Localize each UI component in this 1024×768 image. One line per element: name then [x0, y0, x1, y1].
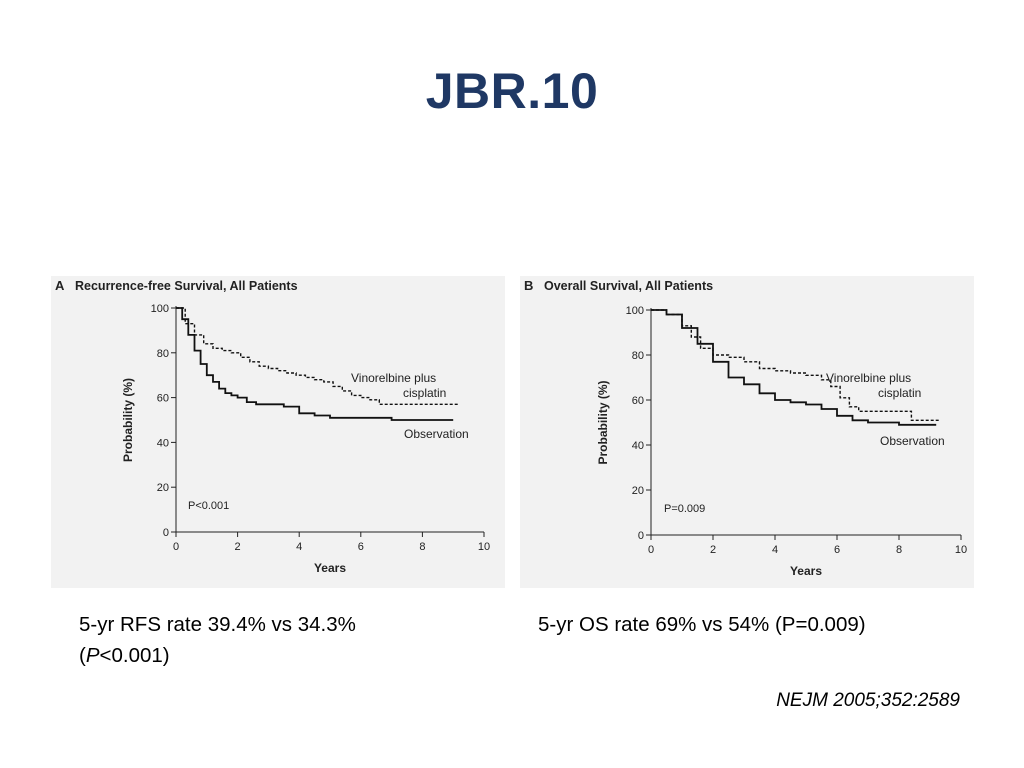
- chart-panel-a: A Recurrence-free Survival, All Patients 0…: [51, 276, 505, 588]
- x-tick-label: 2: [235, 541, 241, 553]
- x-tick-label: 0: [648, 544, 654, 556]
- x-tick-label: 10: [955, 544, 967, 556]
- chart-panel-b: B Overall Survival, All Patients 0 20 40 60 80…: [520, 276, 974, 588]
- y-tick-label: 60: [632, 395, 644, 407]
- caption-rfs: 5-yr RFS rate 39.4% vs 34.3% (P<0.001): [79, 609, 356, 671]
- os-chart: B Overall Survival, All Patients020406080…: [524, 278, 967, 578]
- y-tick-label: 100: [626, 305, 644, 317]
- y-tick-label: 80: [632, 350, 644, 362]
- y-tick-label: 40: [632, 440, 644, 452]
- caption-rfs-line1: 5-yr RFS rate 39.4% vs 34.3%: [79, 613, 356, 636]
- caption-rfs-open-paren: (: [79, 644, 86, 667]
- p-value-label: P<0.001: [188, 500, 229, 512]
- x-tick-label: 6: [834, 544, 840, 556]
- series-label-vinorelbine-line1: Vinorelbine plus: [351, 371, 436, 385]
- x-tick-label: 4: [772, 544, 778, 556]
- series-label-vinorelbine-line2: cisplatin: [878, 386, 921, 400]
- observation-curve: [651, 309, 937, 426]
- y-axis-label: Probability (%): [121, 378, 135, 462]
- rfs-chart: A Recurrence-free Survival, All Patients 0…: [55, 278, 490, 575]
- x-tick-label: 8: [896, 544, 902, 556]
- y-tick-label: 80: [157, 348, 169, 360]
- citation: NEJM 2005;352:2589: [776, 690, 960, 711]
- x-tick-label: 6: [358, 541, 364, 553]
- y-tick-label: 20: [157, 482, 169, 494]
- caption-rfs-pvalue: <0.001): [99, 644, 170, 667]
- vinorelbine-cisplatin-curve: [651, 309, 940, 421]
- caption-rfs-p-italic: P: [85, 644, 100, 667]
- y-tick-label: 0: [163, 527, 169, 539]
- observation-curve: [176, 307, 454, 421]
- x-axis-label: Years: [790, 564, 822, 578]
- panel-letter: B: [524, 278, 533, 293]
- chart-title: Recurrence-free Survival, All Patients: [75, 279, 298, 293]
- x-tick-label: 4: [296, 541, 302, 553]
- y-tick-label: 60: [157, 393, 169, 405]
- y-tick-label: 20: [632, 485, 644, 497]
- x-tick-label: 8: [419, 541, 425, 553]
- p-value-label: P=0.009: [664, 503, 705, 515]
- y-axis-label: Probability (%): [596, 380, 610, 464]
- y-tick-label: 0: [638, 530, 644, 542]
- caption-rfs-line2: (P<0.001): [79, 640, 356, 671]
- x-tick-label: 10: [478, 541, 490, 553]
- series-label-vinorelbine-line1: Vinorelbine plus: [826, 371, 911, 385]
- x-tick-label: 0: [173, 541, 179, 553]
- series-label-observation: Observation: [404, 427, 469, 441]
- x-axis-label: Years: [314, 561, 346, 575]
- panel-letter: A: [55, 278, 65, 293]
- vinorelbine-cisplatin-curve: [176, 307, 460, 405]
- slide-title: JBR.10: [425, 63, 599, 119]
- series-label-observation: Observation: [880, 434, 945, 448]
- y-tick-label: 100: [151, 303, 169, 315]
- x-tick-label: 2: [710, 544, 716, 556]
- y-tick-label: 40: [157, 437, 169, 449]
- chart-title: Overall Survival, All Patients: [544, 279, 713, 293]
- series-label-vinorelbine-line2: cisplatin: [403, 386, 446, 400]
- caption-os: 5-yr OS rate 69% vs 54% (P=0.009): [538, 613, 866, 636]
